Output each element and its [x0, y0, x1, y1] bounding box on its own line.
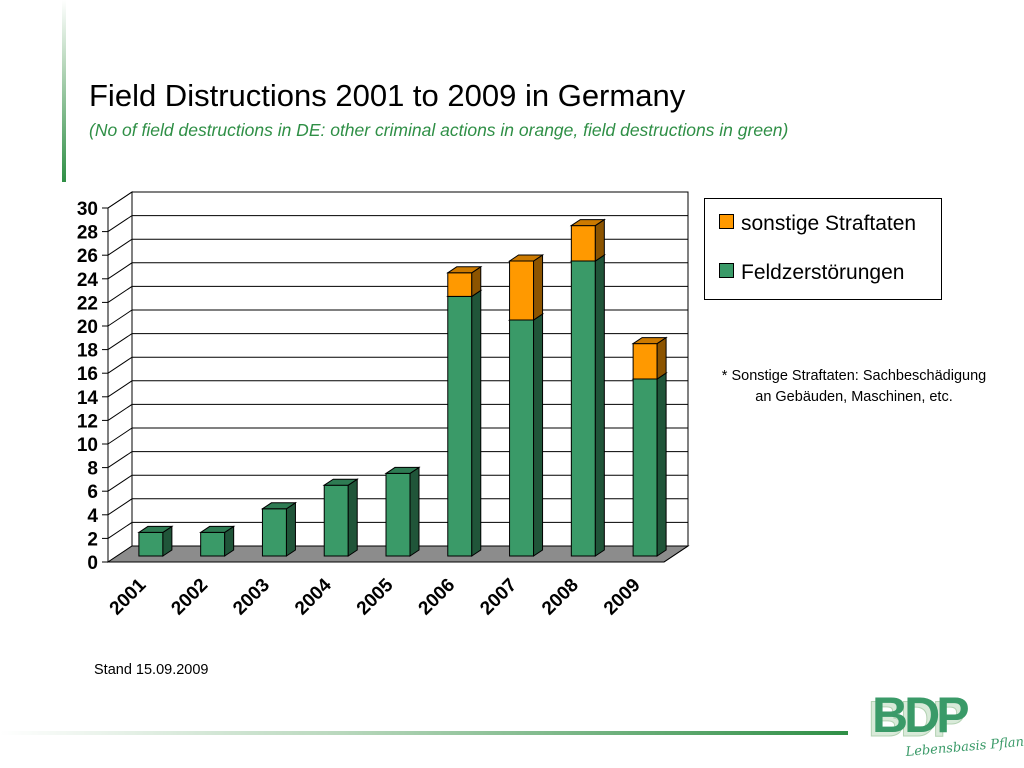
gridline	[107, 427, 688, 445]
x-tick-label-2006: 2006	[415, 575, 460, 620]
bar-side-2003-feldzerst-rungen	[285, 501, 296, 557]
x-tick-label-2002: 2002	[167, 575, 212, 620]
chart-subtitle: (No of field destructions in DE: other c…	[89, 120, 789, 140]
bar-side-2007-feldzerst-rungen	[533, 313, 544, 557]
floor-edge-line	[663, 545, 689, 563]
bar-top-2004-feldzerst-rungen	[322, 478, 359, 486]
footnote: * Sonstige Straftaten: Sachbeschädigung …	[690, 366, 1018, 408]
footnote-line-1: * Sonstige Straftaten: Sachbeschädigung	[721, 368, 987, 384]
y-tick-label: 2	[87, 529, 98, 550]
bdp-logo: BDP BDP Lebensbasis Pflanze	[868, 690, 1024, 760]
chart-legend: sonstige Straftaten Feldzerstörungen	[704, 198, 942, 300]
bar-top-2007-sonstige-straftaten	[507, 254, 545, 262]
decorative-horizontal-bar	[0, 731, 848, 735]
bdp-logo-text: BDP	[872, 690, 968, 743]
gridline	[107, 238, 688, 256]
bar-top-2009-sonstige-straftaten	[631, 337, 668, 345]
y-tick-label: 30	[77, 199, 98, 220]
legend-swatch-orange	[719, 214, 734, 229]
bar-2003-feldzerst-rungen	[261, 508, 287, 557]
chart-title: Field Distructions 2001 to 2009 in Germa…	[89, 78, 686, 113]
gridline	[107, 333, 688, 351]
bar-top-2003-feldzerst-rungen	[260, 502, 298, 510]
bar-side-2008-feldzerst-rungen	[594, 254, 605, 557]
gridline	[107, 285, 688, 303]
x-tick-label-2004: 2004	[291, 574, 336, 619]
gridline	[107, 451, 688, 469]
bar-2005-feldzerst-rungen	[385, 472, 411, 557]
y-tick-label: 26	[77, 246, 98, 267]
y-tick-label: 10	[77, 435, 98, 456]
gridline	[107, 474, 688, 492]
bar-2006-feldzerst-rungen	[447, 295, 473, 557]
bar-top-2005-feldzerst-rungen	[384, 466, 421, 474]
bar-side-2005-feldzerst-rungen	[409, 466, 420, 557]
y-tick-label: 22	[77, 293, 98, 314]
legend-swatch-green	[719, 263, 734, 278]
gridline	[107, 521, 688, 539]
gridline	[107, 356, 688, 374]
legend-label-feldzerstoerungen: Feldzerstörungen	[741, 261, 905, 284]
y-tick-label: 8	[87, 459, 98, 480]
y-tick-label: 18	[77, 341, 98, 362]
y-tick-label: 28	[77, 223, 98, 244]
gridline	[107, 191, 688, 209]
x-tick-label-2001: 2001	[106, 574, 151, 619]
x-tick-label-2009: 2009	[600, 575, 645, 620]
y-tick-label: 14	[77, 388, 99, 409]
y-tick-label: 12	[77, 411, 98, 432]
bar-2006-sonstige-straftaten	[447, 272, 473, 297]
y-tick-label: 16	[77, 364, 98, 385]
stand-date: Stand 15.09.2009	[94, 662, 209, 678]
bar-top-2001-feldzerst-rungen	[137, 525, 174, 533]
bar-side-2008-sonstige-straftaten	[594, 218, 605, 262]
bdp-logo-shadow: BDP	[868, 691, 964, 747]
x-tick-label-2007: 2007	[476, 575, 521, 620]
bar-side-2006-feldzerst-rungen	[471, 289, 482, 557]
bar-top-2002-feldzerst-rungen	[199, 525, 236, 533]
gridline	[107, 498, 688, 516]
legend-item-feldzerstoerungen: Feldzerstörungen	[719, 261, 904, 285]
legend-item-sonstige-straftaten: sonstige Straftaten	[719, 212, 916, 236]
x-tick-label-2003: 2003	[229, 575, 274, 620]
bar-side-2009-sonstige-straftaten	[656, 336, 667, 380]
gridline	[107, 403, 688, 421]
bar-2001-feldzerst-rungen	[138, 531, 164, 557]
bar-2008-feldzerst-rungen	[570, 260, 596, 557]
y-tick-label: 4	[87, 506, 98, 527]
bar-2007-feldzerst-rungen	[509, 319, 535, 557]
y-tick-label: 0	[87, 553, 98, 574]
y-tick-label: 24	[77, 270, 99, 291]
bar-side-2007-sonstige-straftaten	[533, 254, 544, 321]
footnote-line-2: an Gebäuden, Maschinen, etc.	[755, 389, 953, 405]
legend-label-sonstige-straftaten: sonstige Straftaten	[741, 212, 917, 235]
bar-top-2008-sonstige-straftaten	[569, 219, 606, 227]
bar-2004-feldzerst-rungen	[323, 484, 349, 557]
bar-2002-feldzerst-rungen	[200, 531, 226, 557]
x-tick-label-2005: 2005	[353, 574, 398, 619]
bar-2009-sonstige-straftaten	[632, 343, 658, 380]
bar-2009-feldzerst-rungen	[632, 378, 658, 557]
bar-2007-sonstige-straftaten	[509, 260, 535, 321]
x-tick-label-2008: 2008	[538, 575, 583, 620]
bar-side-2004-feldzerst-rungen	[347, 478, 358, 557]
y-tick-label: 6	[87, 482, 98, 503]
gridline	[107, 380, 688, 398]
y-tick-label: 20	[77, 317, 98, 338]
decorative-vertical-bar	[62, 0, 66, 182]
bdp-logo-mark: BDP BDP	[868, 690, 973, 748]
gridline	[107, 309, 688, 327]
bar-side-2009-feldzerst-rungen	[656, 372, 667, 557]
gridline	[107, 215, 688, 233]
bar-2008-sonstige-straftaten	[570, 225, 596, 262]
gridline	[107, 262, 688, 280]
bar-top-2006-sonstige-straftaten	[446, 266, 483, 274]
